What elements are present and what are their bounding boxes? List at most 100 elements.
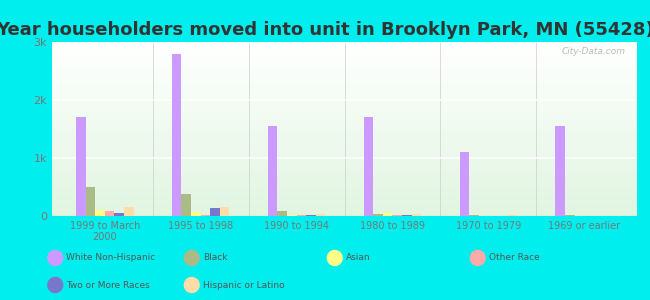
Bar	[52, 122, 637, 124]
Bar	[460, 152, 469, 216]
Bar	[52, 61, 637, 63]
Bar	[52, 197, 637, 199]
Bar	[52, 105, 637, 106]
Bar	[52, 91, 637, 92]
Bar	[52, 52, 637, 54]
Bar	[52, 153, 637, 155]
Bar	[52, 200, 637, 202]
Bar	[52, 190, 637, 192]
Bar	[52, 204, 637, 206]
Bar	[411, 214, 421, 216]
Bar	[52, 89, 637, 91]
Bar	[52, 171, 637, 172]
Bar	[52, 103, 637, 105]
Bar	[52, 141, 637, 143]
Bar	[52, 150, 637, 152]
Bar	[52, 115, 637, 117]
Bar	[364, 117, 373, 216]
Bar	[52, 56, 637, 58]
Bar	[52, 145, 637, 146]
Bar	[52, 129, 637, 131]
Bar	[52, 127, 637, 129]
Bar	[52, 211, 637, 212]
Bar	[52, 84, 637, 85]
Bar	[52, 125, 637, 127]
Bar	[296, 215, 306, 216]
Bar	[52, 85, 637, 87]
Bar	[52, 143, 637, 145]
Bar	[52, 124, 637, 125]
Bar	[52, 214, 637, 216]
Bar	[52, 167, 637, 169]
Bar	[52, 117, 637, 118]
Bar	[52, 192, 637, 194]
Bar	[105, 212, 114, 216]
Bar	[124, 207, 133, 216]
Bar	[52, 80, 637, 82]
Bar	[52, 188, 637, 190]
Bar	[52, 112, 637, 113]
Bar	[52, 58, 637, 59]
Bar	[95, 210, 105, 216]
Bar	[52, 169, 637, 171]
Bar	[52, 101, 637, 103]
Text: Other Race: Other Race	[489, 254, 540, 262]
Bar	[52, 46, 637, 47]
Bar	[52, 70, 637, 72]
Bar	[52, 92, 637, 94]
Bar	[86, 187, 95, 216]
Bar	[287, 215, 296, 216]
Bar	[52, 49, 637, 51]
Bar	[268, 126, 278, 216]
Bar	[52, 162, 637, 164]
Bar	[508, 215, 517, 216]
Bar	[52, 155, 637, 157]
Bar	[52, 146, 637, 148]
Bar	[52, 54, 637, 56]
Text: Black: Black	[203, 254, 228, 262]
Bar	[52, 152, 637, 153]
Bar	[565, 215, 575, 216]
Bar	[52, 183, 637, 185]
Bar	[52, 73, 637, 75]
Bar	[52, 174, 637, 176]
Bar	[52, 66, 637, 68]
Bar	[52, 199, 637, 200]
Bar	[210, 208, 220, 216]
Bar	[191, 212, 201, 216]
Bar	[52, 172, 637, 174]
Bar	[278, 212, 287, 216]
Bar	[52, 134, 637, 136]
Bar	[52, 108, 637, 110]
Bar	[52, 202, 637, 204]
Bar	[52, 181, 637, 183]
Bar	[402, 215, 411, 216]
Bar	[52, 179, 637, 181]
Bar	[52, 94, 637, 96]
Bar	[52, 178, 637, 179]
Bar	[52, 120, 637, 122]
Bar	[52, 157, 637, 159]
Bar	[52, 106, 637, 108]
Bar	[383, 212, 393, 216]
Text: City-Data.com: City-Data.com	[562, 47, 625, 56]
Bar	[52, 140, 637, 141]
Bar	[52, 195, 637, 197]
Bar	[469, 215, 479, 216]
Bar	[52, 68, 637, 70]
Bar	[306, 215, 316, 216]
Bar	[316, 214, 325, 216]
Bar	[52, 194, 637, 195]
Bar	[52, 96, 637, 98]
Bar	[556, 126, 565, 216]
Bar	[52, 51, 637, 52]
Bar	[52, 136, 637, 138]
Bar	[52, 209, 637, 211]
Bar	[52, 75, 637, 77]
Bar	[52, 110, 637, 112]
Bar	[52, 77, 637, 79]
Bar	[52, 44, 637, 46]
Bar	[52, 63, 637, 64]
Bar	[393, 215, 402, 216]
Bar	[52, 166, 637, 167]
